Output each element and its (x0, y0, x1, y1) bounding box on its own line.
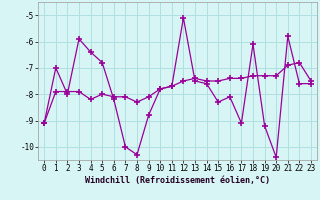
X-axis label: Windchill (Refroidissement éolien,°C): Windchill (Refroidissement éolien,°C) (85, 176, 270, 185)
